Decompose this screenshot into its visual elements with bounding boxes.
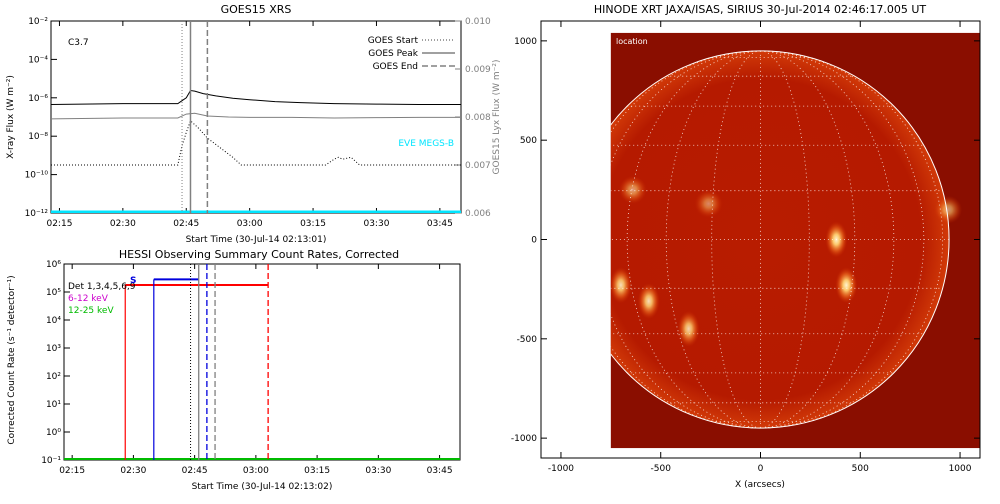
hessi-x-tick-label: 03:00	[243, 466, 269, 476]
hessi-x-axis: 02:15 02:30 02:45 03:00 03:15 03:30 03:45	[59, 264, 453, 476]
xrt-x-tick-label: 0	[758, 464, 764, 474]
hessi-y-tick-label: 10⁶	[46, 260, 61, 270]
goes-y2-label: GOES15 Lyx Flux (W m⁻²)	[492, 60, 502, 175]
grid-longitude-line	[760, 50, 925, 429]
goes-title: GOES15 XRS	[221, 3, 292, 16]
hessi-x-tick-label: 02:30	[120, 466, 146, 476]
xrt-title: HINODE XRT JAXA/ISAS, SIRIUS 30-Jul-2014…	[594, 3, 927, 16]
hessi-legend-label: 6-12 keV	[68, 294, 109, 304]
hessi-y-tick-label: 10⁰	[46, 428, 61, 438]
grid-longitude-line	[760, 50, 810, 429]
hessi-legend: Det 1,3,4,5,6,9 6-12 keV 12-25 keV	[68, 282, 136, 316]
goes-y2-tick-label: 0.007	[465, 161, 491, 171]
xrt-y-tick-label: 0	[531, 236, 537, 246]
hessi-legend-label: 12-25 keV	[68, 306, 114, 316]
goes-y2-tick-label: 0.010	[465, 17, 491, 27]
active-region-2	[637, 283, 660, 320]
goes-y-tick-label: 10⁻⁶	[28, 94, 48, 104]
hessi-state-label: S	[130, 276, 136, 286]
hessi-y-tick-label: 10⁵	[46, 288, 61, 298]
solar-limb	[610, 50, 950, 429]
hessi-x-tick-label: 03:30	[365, 466, 391, 476]
goes-x-tick-label: 02:45	[173, 219, 199, 229]
goes-y-tick-label: 10⁻²	[28, 17, 48, 27]
hessi-x-tick-label: 03:15	[304, 466, 330, 476]
hessi-x-tick-label: 02:45	[182, 466, 208, 476]
hessi-y-tick-label: 10³	[46, 344, 61, 354]
goes-series-line-0	[51, 89, 461, 105]
hessi-x-tick-label: 03:45	[427, 466, 453, 476]
hessi-y-tick-label: 10⁻¹	[41, 456, 61, 466]
xrt-x-tick-label: 1000	[949, 464, 972, 474]
goes-x-tick-label: 03:30	[363, 219, 389, 229]
xrt-solar-image	[610, 32, 980, 449]
hessi-data-layer	[64, 264, 460, 460]
goes-y-axis: 10⁻² 10⁻⁴ 10⁻⁶ 10⁻⁸ 10⁻¹⁰ 10⁻¹²	[25, 17, 57, 219]
active-region-1	[835, 267, 858, 304]
active-region-5	[618, 175, 647, 204]
xrt-x-tick-label: -500	[651, 464, 672, 474]
xrt-image-panel: HINODE XRT JAXA/ISAS, SIRIUS 30-Jul-2014…	[511, 3, 981, 490]
xrt-x-axis: -1000 -500 0 500 1000	[548, 21, 972, 474]
xrt-y-tick-label: 1000	[514, 37, 537, 47]
xrt-x-tick-label: 500	[852, 464, 869, 474]
goes-legend-label: GOES Start	[368, 36, 419, 46]
goes-legend-label: GOES Peak	[368, 49, 418, 59]
xrt-y-tick-label: -1000	[511, 434, 537, 444]
active-region-3	[677, 310, 700, 347]
hessi-y-label: Corrected Count Rate (s⁻¹ detector⁻¹)	[7, 275, 17, 444]
goes-flare-class: C3.7	[68, 38, 89, 48]
goes-xrs-panel: GOES15 XRS 02:15 02:30 02:45 03:00 03:15 03:3…	[6, 3, 502, 245]
hessi-legend-label: Det 1,3,4,5,6,9	[68, 282, 136, 292]
grid-longitude-line	[665, 50, 761, 429]
eve-megs-b-label: EVE MEGS-B	[398, 139, 454, 149]
xrt-corner-label: location	[616, 37, 648, 46]
hessi-y-axis: 10⁶ 10⁵ 10⁴ 10³ 10² 10¹ 10⁰ 10⁻¹	[41, 260, 70, 466]
hessi-y-tick-label: 10⁴	[46, 316, 61, 326]
goes-legend-label: GOES End	[373, 62, 418, 72]
goes-legend: GOES Start GOES Peak GOES End	[368, 36, 455, 72]
goes-y-tick-label: 10⁻¹⁰	[25, 171, 49, 181]
goes-x-tick-label: 03:00	[237, 219, 263, 229]
hessi-title: HESSI Observing Summary Count Rates, Cor…	[119, 248, 399, 261]
goes-x-tick-label: 03:15	[300, 219, 326, 229]
hessi-plot-frame	[63, 263, 461, 461]
goes-x-tick-label: 02:30	[110, 219, 136, 229]
goes-data-layer	[51, 21, 461, 213]
grid-longitude-line	[760, 50, 944, 429]
hessi-y-tick-label: 10¹	[46, 400, 61, 410]
xrt-y-axis: 1000 500 0 -500 -1000	[511, 37, 980, 444]
active-region-4	[610, 267, 632, 304]
active-region-6	[694, 189, 723, 218]
hessi-x-tick-label: 02:15	[59, 466, 85, 476]
goes-x-tick-label: 02:15	[46, 219, 72, 229]
goes-x-label: Start Time (30-Jul-14 02:13:01)	[186, 235, 327, 245]
heliographic-grid	[610, 50, 950, 429]
goes-series-line-2	[51, 119, 461, 166]
xrt-image-content	[610, 50, 963, 429]
goes-y2-tick-label: 0.006	[465, 209, 491, 219]
xrt-y-tick-label: 500	[520, 136, 537, 146]
goes-y-label: X-ray Flux (W m⁻²)	[6, 75, 16, 159]
xrt-x-label: X (arcsecs)	[735, 480, 785, 490]
goes-series-line-1	[51, 112, 461, 120]
goes-y2-tick-label: 0.009	[465, 65, 491, 75]
goes-y-tick-label: 10⁻¹²	[25, 209, 49, 219]
hessi-y-tick-label: 10²	[46, 372, 61, 382]
goes-y2-tick-label: 0.008	[465, 113, 491, 123]
goes-x-tick-label: 03:45	[427, 219, 453, 229]
hessi-panel: HESSI Observing Summary Count Rates, Cor…	[7, 248, 461, 492]
grid-longitude-line	[610, 50, 761, 429]
grid-longitude-line	[711, 50, 761, 429]
grid-longitude-line	[760, 50, 856, 429]
xrt-x-tick-label: -1000	[548, 464, 574, 474]
goes-y2-axis: 0.010 0.009 0.008 0.007 0.006	[455, 17, 491, 219]
hessi-x-label: Start Time (30-Jul-14 02:13:02)	[192, 482, 333, 492]
goes-y-tick-label: 10⁻⁴	[28, 55, 48, 65]
xrt-y-tick-label: -500	[517, 335, 538, 345]
goes-y-tick-label: 10⁻⁸	[28, 132, 48, 142]
